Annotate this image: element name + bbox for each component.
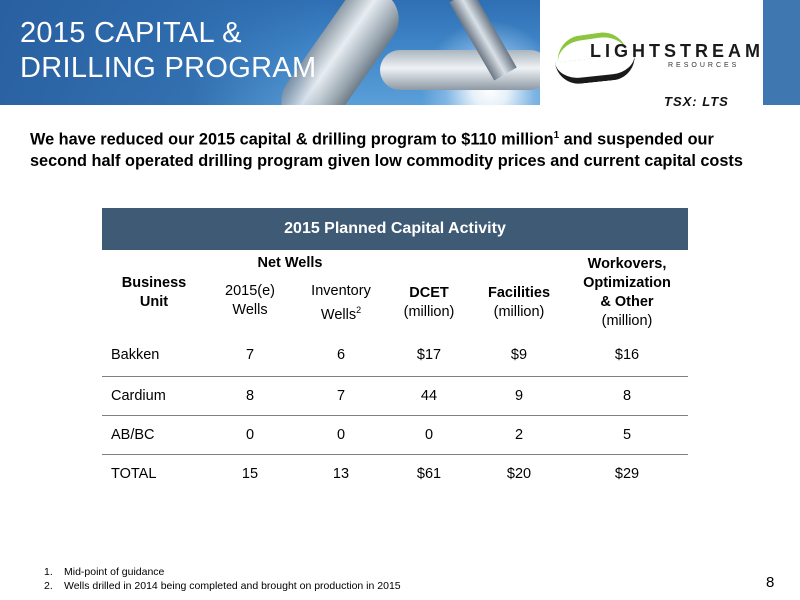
row-workovers: 8 bbox=[622, 388, 632, 404]
header-banner-image bbox=[0, 0, 540, 105]
row-unit: AB/BC bbox=[111, 427, 155, 443]
header-text: Wells bbox=[320, 306, 357, 323]
row-wells-2015: 8 bbox=[245, 388, 255, 404]
header-unit: (million) bbox=[493, 304, 545, 320]
row-dcet: 44 bbox=[420, 388, 438, 404]
footnote-ref-1: 1 bbox=[553, 130, 560, 141]
row-unit: Bakken bbox=[111, 347, 160, 363]
header-net-wells: Net Wells bbox=[257, 255, 323, 271]
row-divider bbox=[102, 376, 688, 377]
row-inventory: 7 bbox=[336, 388, 346, 404]
row-divider bbox=[102, 415, 688, 416]
page-number: 8 bbox=[766, 574, 775, 591]
header-dcet: DCET (million) bbox=[389, 284, 469, 322]
row-workovers: $16 bbox=[614, 347, 640, 363]
stock-ticker: TSX: LTS bbox=[664, 94, 729, 109]
row-dcet: 0 bbox=[424, 427, 434, 443]
row-dcet: $61 bbox=[416, 466, 442, 482]
footnote-number: 2. bbox=[44, 580, 53, 592]
row-inventory: 13 bbox=[332, 466, 350, 482]
header-text: DCET bbox=[409, 285, 449, 301]
header-text: Wells2 bbox=[298, 301, 384, 325]
row-facilities: 9 bbox=[514, 388, 524, 404]
footnote-text: Wells drilled in 2014 being completed an… bbox=[64, 580, 401, 592]
header-business-unit: Business Unit bbox=[104, 274, 204, 312]
logo-subtitle: RESOURCES bbox=[668, 62, 740, 69]
pipeline-graphic bbox=[380, 50, 540, 90]
header-text: Workovers, bbox=[587, 256, 667, 272]
row-facilities: $20 bbox=[506, 466, 532, 482]
header-unit: (million) bbox=[403, 304, 455, 320]
footnote-ref-2: 2 bbox=[356, 305, 362, 315]
header-text: 2015(e) bbox=[225, 283, 275, 299]
header-text: Business bbox=[121, 275, 187, 291]
footnote-number: 1. bbox=[44, 566, 53, 578]
slide-title-line2: DRILLING PROGRAM bbox=[20, 52, 317, 84]
row-workovers: 5 bbox=[622, 427, 632, 443]
row-divider bbox=[102, 454, 688, 455]
intro-text-2: and suspended our second half operated d… bbox=[30, 130, 743, 171]
logo-wordmark: LIGHTSTREAM bbox=[590, 41, 764, 61]
row-wells-2015: 0 bbox=[245, 427, 255, 443]
row-workovers: $29 bbox=[614, 466, 640, 482]
row-facilities: 2 bbox=[514, 427, 524, 443]
row-unit: Cardium bbox=[111, 388, 166, 404]
row-wells-2015: 15 bbox=[241, 466, 259, 482]
footnote-text: Mid-point of guidance bbox=[64, 566, 165, 578]
header-workovers: Workovers, Optimization & Other (million… bbox=[566, 255, 688, 331]
header-text: Facilities bbox=[487, 285, 551, 301]
footnote-item: 1. Mid-point of guidance bbox=[44, 565, 401, 579]
slide-title: 2015 CAPITAL & DRILLING PROGRAM bbox=[20, 16, 350, 86]
header-text: Wells bbox=[232, 302, 268, 318]
footnotes: 1. Mid-point of guidance 2. Wells drilled … bbox=[44, 565, 401, 593]
header-text: Inventory bbox=[311, 283, 371, 299]
header-text: & Other bbox=[600, 294, 654, 310]
table-title: 2015 Planned Capital Activity bbox=[102, 208, 688, 250]
row-inventory: 0 bbox=[336, 427, 346, 443]
row-facilities: $9 bbox=[510, 347, 528, 363]
row-wells-2015: 7 bbox=[245, 347, 255, 363]
intro-statement: We have reduced our 2015 capital & drill… bbox=[30, 125, 770, 172]
header-inventory-wells: Inventory Wells2 bbox=[298, 282, 384, 325]
banner-overlay bbox=[0, 0, 320, 105]
intro-text-1: We have reduced our 2015 capital & drill… bbox=[30, 130, 554, 149]
header-text: Optimization bbox=[583, 275, 671, 291]
row-inventory: 6 bbox=[336, 347, 346, 363]
header-text: Unit bbox=[139, 294, 169, 310]
slide-title-line1: 2015 CAPITAL & bbox=[20, 17, 242, 49]
header-accent-strip bbox=[763, 0, 800, 105]
header-2015-wells: 2015(e) Wells bbox=[210, 282, 290, 320]
row-unit: TOTAL bbox=[111, 466, 157, 482]
row-dcet: $17 bbox=[416, 347, 442, 363]
header-unit: (million) bbox=[601, 313, 653, 329]
footnote-item: 2. Wells drilled in 2014 being completed … bbox=[44, 579, 401, 593]
header-facilities: Facilities (million) bbox=[474, 284, 564, 322]
